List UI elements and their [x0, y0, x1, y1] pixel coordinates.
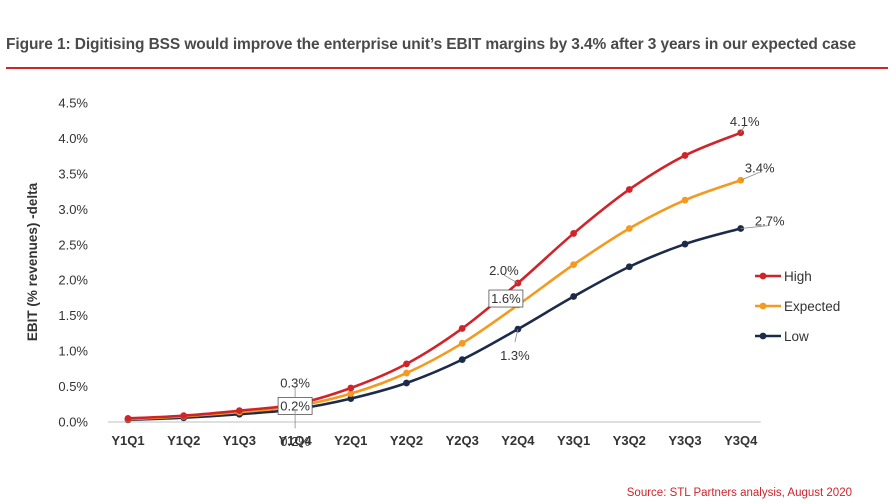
x-tick-label: Y3Q1 — [557, 433, 590, 448]
y-tick-label: 4.5% — [58, 96, 88, 111]
x-tick-label: Y3Q4 — [724, 433, 758, 448]
data-point-expected — [458, 339, 466, 347]
data-point-low — [570, 293, 577, 300]
annotation-leader — [740, 171, 760, 181]
legend-label-low: Low — [784, 329, 809, 344]
annotation-leader — [740, 125, 746, 133]
data-label: 4.1% — [730, 114, 760, 129]
x-tick-label: Y2Q3 — [446, 433, 479, 448]
legend-marker-expected — [759, 302, 767, 310]
data-point-high — [737, 129, 745, 137]
y-tick-label: 2.5% — [58, 237, 88, 252]
data-point-low — [458, 356, 466, 364]
annotation-leader — [514, 329, 519, 343]
data-point-high — [347, 384, 355, 392]
data-label: 1.3% — [500, 348, 530, 363]
annotation-leader — [740, 225, 770, 229]
data-point-expected — [570, 261, 577, 269]
data-point-low — [737, 225, 745, 232]
data-label: 2.0% — [489, 263, 519, 278]
data-point-low — [403, 379, 410, 387]
x-tick-label: Y2Q1 — [334, 433, 367, 448]
legend-marker-low — [759, 332, 767, 340]
title-divider — [6, 67, 888, 69]
data-label: 3.4% — [745, 160, 775, 175]
x-tick-label: Y3Q3 — [668, 433, 701, 448]
legend-marker-high — [759, 272, 767, 280]
x-tick-label: Y3Q2 — [613, 433, 646, 448]
data-point-high — [403, 360, 410, 368]
data-point-expected — [347, 390, 355, 398]
y-tick-label: 1.0% — [58, 344, 88, 359]
x-tick-label: Y2Q4 — [501, 433, 535, 448]
data-point-high — [236, 407, 243, 415]
data-point-low — [681, 240, 689, 248]
data-point-high — [180, 412, 188, 420]
legend-label-high: High — [784, 269, 812, 284]
series-line-low — [126, 227, 742, 422]
data-label: 0.2% — [280, 398, 310, 413]
x-tick-label: Y1Q4 — [278, 433, 312, 448]
y-tick-label: 4.0% — [58, 131, 88, 146]
data-point-expected — [737, 176, 745, 184]
data-point-expected — [625, 225, 633, 232]
source-note: Source: STL Partners analysis, August 20… — [626, 487, 852, 499]
y-tick-label: 3.5% — [58, 166, 88, 181]
series-line-high — [126, 131, 742, 420]
y-axis-title: EBIT (% revenues) -delta — [25, 182, 40, 341]
data-point-high — [458, 325, 466, 332]
data-point-expected — [681, 196, 689, 204]
data-label: 1.6% — [491, 291, 521, 306]
data-point-high — [625, 186, 633, 193]
annotation-box — [488, 289, 524, 308]
data-point-low — [625, 263, 633, 271]
annotation-leader — [503, 274, 519, 284]
x-tick-label: Y1Q1 — [111, 433, 144, 448]
y-tick-label: 1.5% — [58, 308, 88, 323]
x-tick-label: Y2Q2 — [390, 433, 423, 448]
y-tick-label: 2.0% — [58, 273, 88, 288]
data-point-high — [681, 152, 689, 159]
data-label: 0.3% — [280, 375, 310, 390]
data-label: 0.2% — [280, 434, 310, 449]
legend-label-expected: Expected — [784, 299, 840, 314]
data-point-expected — [403, 369, 410, 377]
data-point-high — [570, 230, 577, 237]
y-tick-label: 0.5% — [58, 379, 88, 394]
data-point-high — [124, 415, 132, 422]
y-tick-label: 3.0% — [58, 202, 88, 217]
chart-title: Figure 1: Digitising BSS would improve t… — [6, 36, 857, 53]
series-line-expected — [126, 178, 742, 421]
x-tick-label: Y1Q3 — [223, 433, 256, 448]
data-label: 2.7% — [755, 213, 785, 228]
y-tick-label: 0.0% — [58, 415, 88, 430]
data-point-low — [347, 395, 355, 403]
x-tick-label: Y1Q2 — [167, 433, 200, 448]
